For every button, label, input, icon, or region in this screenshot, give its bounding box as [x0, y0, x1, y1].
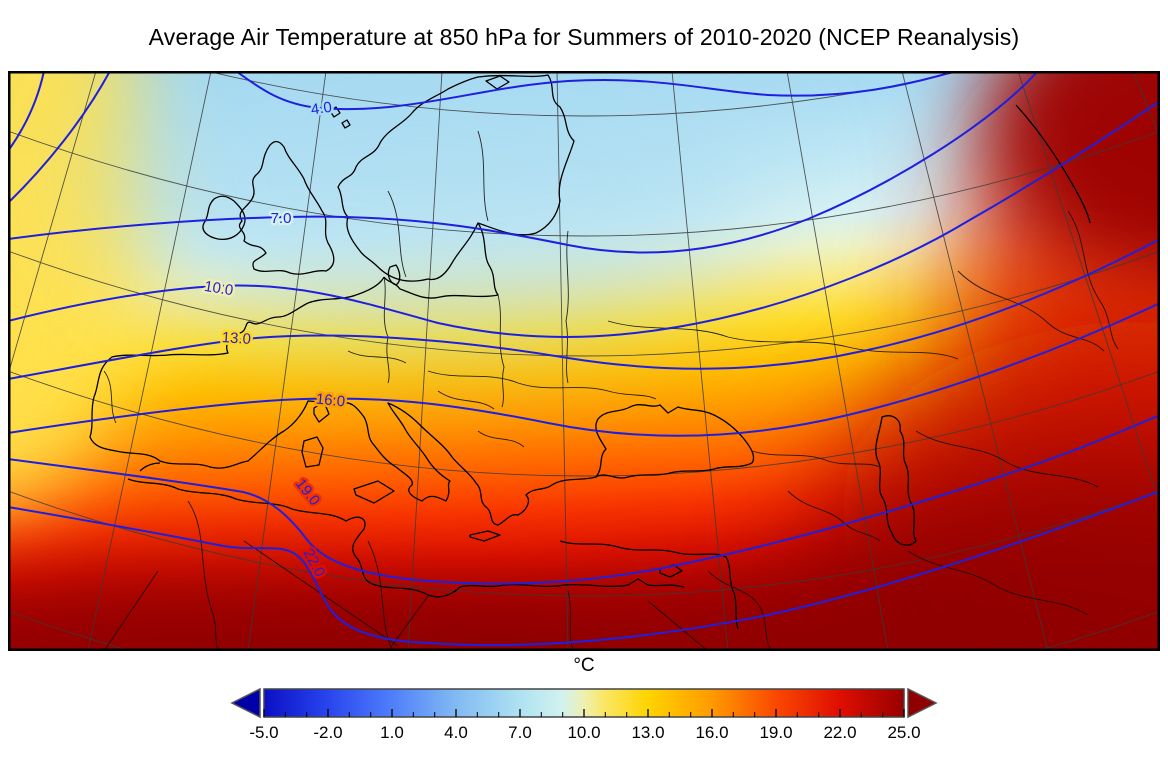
contour-4	[235, 71, 957, 111]
page-title: Average Air Temperature at 850 hPa for S…	[148, 24, 1020, 50]
contour-label-16: 16.0	[315, 391, 346, 411]
tick-label: 19.0	[759, 723, 792, 742]
colorbar-arrow-low	[230, 687, 261, 719]
colorbar-major-ticks	[263, 709, 905, 717]
map-frame	[8, 71, 1160, 651]
coastlines	[89, 74, 1091, 630]
temperature-map: 4.0 7.0 10.0 13.0 16.0 19.0 22.0	[8, 71, 1160, 651]
contour-7	[8, 71, 1039, 254]
contour-10-west-wrap	[8, 71, 45, 152]
contour-13	[8, 238, 1160, 380]
contour-16	[8, 302, 1160, 437]
tick-label: 1.0	[380, 723, 404, 742]
tick-label: 13.0	[631, 723, 664, 742]
tick-label: 22.0	[823, 723, 856, 742]
map-canvas: 4.0 7.0 10.0 13.0 16.0 19.0 22.0	[8, 71, 1160, 651]
tick-label: 7.0	[508, 723, 532, 742]
colorbar: °C -5.0 -2.0 1.0 4.0 7.0 10.0 13.0 16.0 …	[224, 655, 944, 750]
colorbar-arrow-high	[907, 687, 938, 719]
graticule	[8, 71, 1160, 651]
temperature-field-anomalies	[8, 71, 1160, 651]
tick-label: 16.0	[695, 723, 728, 742]
country-borders	[103, 130, 1119, 651]
contour-label-13: 13.0	[221, 329, 251, 348]
colorbar-minor-ticks	[284, 712, 884, 717]
contour-label-7: 7.0	[271, 210, 292, 227]
contour-lines	[8, 71, 1160, 647]
contour-22	[8, 490, 1160, 647]
tick-label: 4.0	[444, 723, 468, 742]
contour-19	[8, 414, 1160, 585]
colorbar-tick-labels: -5.0 -2.0 1.0 4.0 7.0 10.0 13.0 16.0 19.…	[249, 723, 920, 742]
tick-label: 25.0	[887, 723, 920, 742]
colorbar-unit-label: °C	[573, 655, 595, 676]
tick-label: 10.0	[567, 723, 600, 742]
colorbar-canvas: -5.0 -2.0 1.0 4.0 7.0 10.0 13.0 16.0 19.…	[230, 687, 938, 742]
tick-label: -2.0	[313, 723, 342, 742]
contour-label-4: 4.0	[310, 99, 333, 119]
contour-10	[8, 100, 1160, 338]
contour-7-west-wrap	[8, 71, 111, 204]
tick-label: -5.0	[249, 723, 278, 742]
